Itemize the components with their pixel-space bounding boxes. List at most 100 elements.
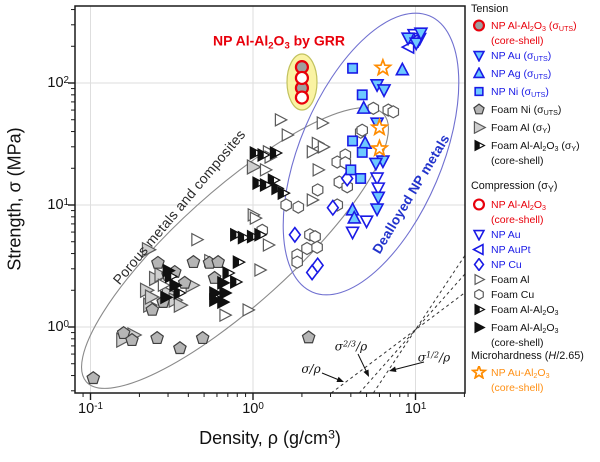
legend-label-foam_ni_t: Foam Ni (σUTS) xyxy=(491,103,562,117)
legend-item-np_al_t: NP Al-Al2O3 (σUTS) (core-shell) xyxy=(471,19,600,47)
point-foam_al_c xyxy=(242,302,256,317)
legend-label-foam_al_t: Foam Al (σY) xyxy=(491,121,551,135)
pentagon-marker-icon xyxy=(473,103,485,115)
legend-item-foam_al_c: Foam Al xyxy=(471,273,600,286)
point-foam_ni_t xyxy=(195,330,210,345)
point-foam_al_t xyxy=(246,158,262,175)
point-np_cu_c xyxy=(326,199,340,217)
point-np_au_c xyxy=(345,226,360,241)
triangle-right-marker-icon xyxy=(474,273,486,286)
point-foam_ni_t xyxy=(150,330,165,345)
point-foam_alo_c-halffill xyxy=(230,275,237,288)
legend-label-np_au_c: NP Au xyxy=(491,229,521,242)
legend-title-microhardness: Microhardness (H/2.65) xyxy=(471,350,584,362)
point-np_ni_t xyxy=(356,146,368,158)
point-np_ag_t xyxy=(356,100,372,114)
point-foam_cu_c xyxy=(292,200,305,214)
diamond-marker-icon xyxy=(473,258,485,272)
point-foam_cu_c xyxy=(291,255,303,269)
legend-marker-foam_alo_cs_c xyxy=(474,321,486,334)
guide-line-2 xyxy=(372,255,466,394)
legend-marker-np_aupt_c xyxy=(471,243,484,256)
star-marker-icon xyxy=(471,366,488,379)
point-np_cu_c xyxy=(288,226,302,244)
point-foam_al_c xyxy=(281,127,295,142)
point-foam_al_c xyxy=(274,112,289,127)
point-foam_al_c xyxy=(259,162,274,177)
circle-marker-icon xyxy=(472,198,486,211)
legend-item-foam_cu_c: Foam Cu xyxy=(471,289,600,301)
point-foam_alo_t-halffill xyxy=(260,178,267,191)
point-foam_alo_cs_c xyxy=(162,263,176,278)
point-foam_al_c xyxy=(306,192,320,207)
legend-marker-np_au_t xyxy=(472,50,486,62)
point-foam_ni_t xyxy=(86,371,101,385)
point-np_au_c xyxy=(359,215,374,230)
legend-title-compression: Compression (σY) xyxy=(471,180,558,195)
hexagon-marker-icon xyxy=(474,289,484,301)
point-foam_ni_t xyxy=(145,302,160,316)
point-foam_alo_t-halffill xyxy=(250,146,256,159)
legend-section-microhardness: Microhardness (H/2.65) NP Au-Al2O3 (core-s… xyxy=(471,350,600,397)
legend-item-np_ni_t: NP Ni (σUTS) xyxy=(471,86,600,101)
square-marker-icon xyxy=(474,86,484,97)
point-foam_al_t xyxy=(173,297,189,314)
point-np_ag_t xyxy=(346,209,362,224)
point-foam_al_c xyxy=(254,263,268,278)
legend-item-foam_al_t: Foam Al (σY) xyxy=(471,120,600,137)
triangle-down-marker-icon xyxy=(472,229,486,242)
legend-marker-np_ag_t xyxy=(472,66,486,79)
point-np_ni_t xyxy=(355,172,367,184)
point-np_al_c xyxy=(294,90,310,105)
legend-label-np_al_t: NP Al-Al2O3 (σUTS) (core-shell) xyxy=(491,20,577,47)
point-np_ag_t xyxy=(395,61,410,76)
point-foam_alo_c-halffill xyxy=(254,228,261,241)
point-np_au_c xyxy=(369,172,385,187)
annotation-arrow-1 xyxy=(363,369,369,377)
point-foam_alo_c-halffill xyxy=(238,231,245,244)
point-foam_cu_c xyxy=(356,123,369,137)
point-foam_al_t xyxy=(144,289,161,306)
legend-marker-foam_cu_c xyxy=(474,289,484,301)
point-foam_alo_cs_c xyxy=(217,275,231,290)
point-foam_al_c xyxy=(316,116,330,130)
point-np_au_alo_h xyxy=(369,117,390,137)
legend-marker-np_al_c xyxy=(472,198,486,211)
triangle-right-marker-icon xyxy=(473,120,487,134)
legend-label-foam_alo_cs_c: Foam Al-Al2O3 (core-shell) xyxy=(491,322,559,350)
circle-marker-icon xyxy=(472,19,486,32)
legend-label-np_ni_t: NP Ni (σUTS) xyxy=(491,85,549,99)
point-foam_al_c xyxy=(312,162,326,177)
point-np_au_t xyxy=(370,191,386,206)
dealloyed-ellipse xyxy=(282,12,460,296)
point-foam_cu_c xyxy=(387,105,400,119)
point-foam_al_c xyxy=(191,232,205,247)
legend-item-foam_alo_cs_c: Foam Al-Al2O3 (core-shell) xyxy=(471,321,600,350)
triangle-right-marker-icon xyxy=(474,321,486,334)
legend-title-tension: Tension xyxy=(471,3,509,15)
triangle-down-marker-icon xyxy=(472,50,486,62)
point-np_au_t xyxy=(376,84,392,99)
point-foam_al_c xyxy=(306,144,320,159)
point-foam_cu_c xyxy=(311,183,324,197)
point-foam_alo_cs_c xyxy=(219,285,233,300)
point-foam_cu_c xyxy=(301,241,313,256)
guide-line-1 xyxy=(358,273,466,394)
point-np_ni_t xyxy=(347,135,359,147)
plot-border xyxy=(74,5,466,394)
point-np_ni_t xyxy=(356,89,368,101)
legend-item-np_aupt_c: NP AuPt xyxy=(471,243,600,257)
point-foam_alo_cs_c xyxy=(169,278,183,293)
triangle-right-marker-icon xyxy=(474,139,486,152)
legend-item-foam_ni_t: Foam Ni (σUTS) xyxy=(471,103,600,119)
point-np_al_c xyxy=(294,70,310,86)
point-foam_alo_cs_c xyxy=(160,290,174,305)
point-np_au_alo_h xyxy=(369,138,390,158)
legend-label-np_aupt_c: NP AuPt xyxy=(491,244,531,257)
point-foam_alo_c-halffill xyxy=(230,228,237,241)
legend-label-foam_alo_c: Foam Al-Al2O3 xyxy=(491,304,559,318)
legend: Tension NP Al-Al2O3 (σUTS) (core-shell) NP … xyxy=(471,0,600,462)
point-foam_al_t xyxy=(154,266,170,283)
point-foam_al_c xyxy=(317,139,331,154)
